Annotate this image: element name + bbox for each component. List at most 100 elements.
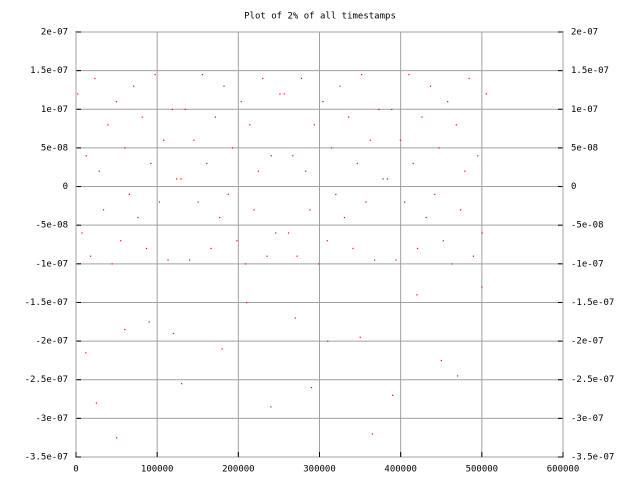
point xyxy=(249,124,251,126)
y-tick-label: 2e-07 xyxy=(41,28,68,38)
point xyxy=(206,162,208,165)
point xyxy=(386,178,389,180)
point xyxy=(231,147,234,149)
point xyxy=(116,437,118,439)
point xyxy=(167,259,169,261)
point xyxy=(442,240,444,242)
point xyxy=(472,255,475,257)
y2-tick-label: 1e-07 xyxy=(571,105,598,115)
point xyxy=(85,155,87,157)
point xyxy=(154,74,156,76)
point xyxy=(124,329,126,331)
point xyxy=(124,147,126,149)
y2-tick-label: -2.5e-07 xyxy=(571,375,614,385)
point xyxy=(348,116,350,118)
point xyxy=(327,340,329,342)
point xyxy=(270,406,272,408)
point xyxy=(81,232,83,234)
point xyxy=(352,247,354,250)
point xyxy=(266,255,268,257)
point xyxy=(120,240,122,242)
point xyxy=(240,101,242,103)
point xyxy=(326,240,328,242)
point xyxy=(481,232,483,234)
x-tick-label: 600000 xyxy=(547,465,580,475)
point xyxy=(223,85,225,87)
point xyxy=(137,216,139,219)
point xyxy=(294,317,296,319)
point xyxy=(163,139,165,141)
point xyxy=(133,85,135,87)
point xyxy=(416,294,418,296)
point xyxy=(171,108,173,110)
point xyxy=(210,247,212,250)
point xyxy=(236,240,238,242)
point xyxy=(275,232,277,234)
point xyxy=(412,162,414,165)
point xyxy=(416,247,419,250)
point xyxy=(356,162,358,165)
y2-tick-label: 0 xyxy=(571,182,576,192)
point xyxy=(335,193,337,195)
point xyxy=(221,348,223,350)
point xyxy=(296,255,298,257)
point xyxy=(378,108,380,110)
point xyxy=(245,301,248,304)
point xyxy=(244,263,247,265)
point xyxy=(464,170,466,172)
point xyxy=(283,93,285,95)
point xyxy=(219,216,221,219)
point xyxy=(310,386,313,389)
y2-tick-label: 2e-07 xyxy=(571,28,598,38)
y-tick-label: -3e-07 xyxy=(35,414,68,424)
point xyxy=(318,263,320,265)
point xyxy=(438,147,440,149)
point xyxy=(451,263,453,265)
point xyxy=(115,101,118,103)
point xyxy=(176,178,178,180)
point xyxy=(425,216,427,219)
point xyxy=(279,93,281,95)
point xyxy=(477,155,479,157)
y2-tick-label: 5e-08 xyxy=(571,143,598,153)
y2-tick-label: -2e-07 xyxy=(571,337,604,347)
x-tick-label: 100000 xyxy=(141,465,174,475)
point xyxy=(382,178,384,180)
point xyxy=(180,178,182,180)
point xyxy=(421,116,423,118)
y-tick-label: -1.5e-07 xyxy=(25,298,68,308)
point xyxy=(292,155,294,157)
point xyxy=(371,433,373,435)
point xyxy=(434,193,436,195)
point xyxy=(309,209,311,211)
x-tick-label: 200000 xyxy=(222,465,255,475)
point xyxy=(214,116,216,118)
point xyxy=(77,93,79,95)
y-tick-label: -2e-07 xyxy=(35,337,68,347)
point xyxy=(369,139,371,141)
point xyxy=(468,77,470,80)
y-tick-label: -2.5e-07 xyxy=(25,375,68,385)
point xyxy=(270,155,272,157)
point xyxy=(145,247,148,250)
point xyxy=(193,139,195,141)
point xyxy=(322,101,324,103)
point xyxy=(148,321,150,323)
point xyxy=(373,259,376,261)
point xyxy=(253,209,255,211)
point xyxy=(359,336,361,338)
point xyxy=(459,209,462,211)
point xyxy=(85,352,87,354)
point xyxy=(227,193,229,195)
point xyxy=(172,332,175,335)
point xyxy=(339,85,341,87)
point xyxy=(141,116,143,118)
point xyxy=(408,74,410,76)
y-tick-label: -5e-08 xyxy=(35,221,68,231)
point xyxy=(330,147,333,149)
x-tick-label: 300000 xyxy=(303,465,336,475)
point xyxy=(447,101,449,103)
point xyxy=(287,232,290,234)
